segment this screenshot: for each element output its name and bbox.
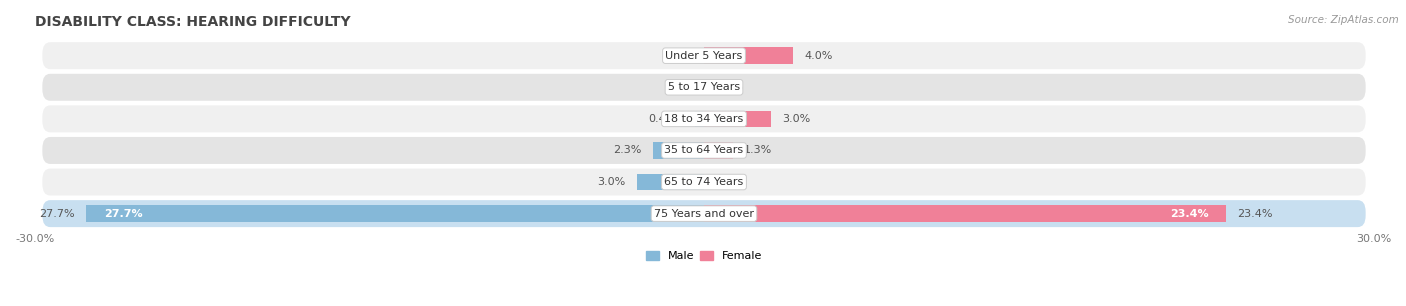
- FancyBboxPatch shape: [41, 104, 1367, 133]
- Text: 3.0%: 3.0%: [598, 177, 626, 187]
- Text: Source: ZipAtlas.com: Source: ZipAtlas.com: [1288, 15, 1399, 25]
- FancyBboxPatch shape: [41, 73, 1367, 102]
- Bar: [637, 174, 704, 190]
- Bar: [704, 205, 1226, 222]
- Text: 1.3%: 1.3%: [744, 145, 772, 155]
- Bar: [704, 142, 733, 159]
- Text: 0.42%: 0.42%: [648, 114, 683, 124]
- Text: 23.4%: 23.4%: [1237, 209, 1272, 218]
- Text: 65 to 74 Years: 65 to 74 Years: [665, 177, 744, 187]
- Legend: Male, Female: Male, Female: [641, 246, 766, 266]
- Text: 35 to 64 Years: 35 to 64 Years: [665, 145, 744, 155]
- Text: 0.0%: 0.0%: [665, 51, 693, 61]
- Text: 27.7%: 27.7%: [104, 209, 142, 218]
- Text: 4.0%: 4.0%: [804, 51, 832, 61]
- Text: 23.4%: 23.4%: [1170, 209, 1208, 218]
- Text: 5 to 17 Years: 5 to 17 Years: [668, 82, 740, 92]
- Text: 18 to 34 Years: 18 to 34 Years: [665, 114, 744, 124]
- Bar: [86, 205, 704, 222]
- Text: 0.0%: 0.0%: [716, 82, 744, 92]
- Text: Under 5 Years: Under 5 Years: [665, 51, 742, 61]
- Text: 2.3%: 2.3%: [613, 145, 641, 155]
- Text: 0.0%: 0.0%: [716, 177, 744, 187]
- Text: 0.0%: 0.0%: [665, 82, 693, 92]
- FancyBboxPatch shape: [41, 41, 1367, 70]
- FancyBboxPatch shape: [41, 136, 1367, 165]
- Text: 75 Years and over: 75 Years and over: [654, 209, 754, 218]
- Bar: [704, 47, 793, 64]
- Text: 3.0%: 3.0%: [782, 114, 810, 124]
- Bar: [652, 142, 704, 159]
- Text: 27.7%: 27.7%: [39, 209, 75, 218]
- Text: DISABILITY CLASS: HEARING DIFFICULTY: DISABILITY CLASS: HEARING DIFFICULTY: [35, 15, 350, 29]
- FancyBboxPatch shape: [41, 167, 1367, 196]
- Bar: [695, 111, 704, 127]
- Bar: [704, 111, 770, 127]
- FancyBboxPatch shape: [41, 199, 1367, 228]
